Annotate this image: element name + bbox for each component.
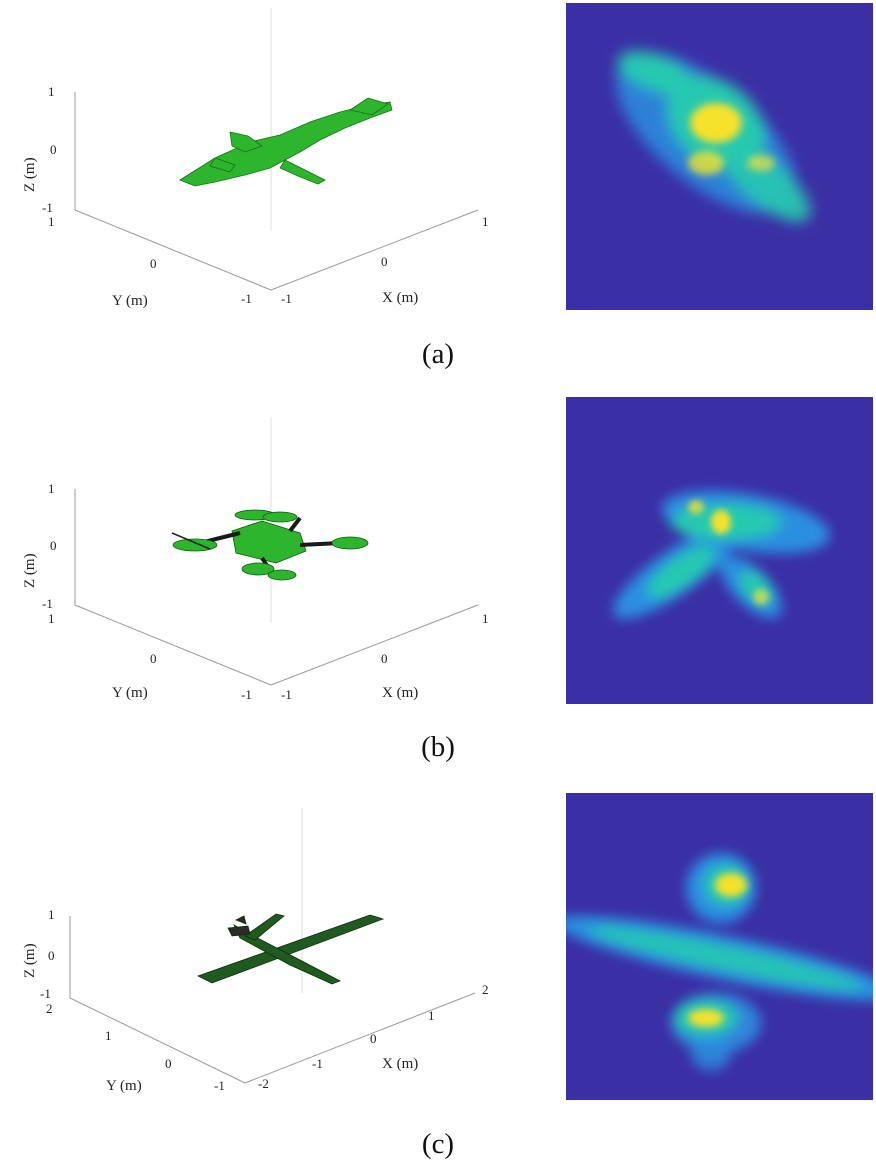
z-axis-label: Z (m) <box>22 943 38 978</box>
radar-image-c-svg <box>566 793 873 1100</box>
x-axis-label: X (m) <box>382 685 418 701</box>
z-axis-label: Z (m) <box>22 553 38 588</box>
x-tick-0: 0 <box>381 651 388 666</box>
x-axis-line <box>270 604 479 686</box>
caption-a: (a) <box>421 338 455 370</box>
x-axis-label: X (m) <box>382 290 418 306</box>
x-tick-neg1: -1 <box>312 1056 323 1071</box>
z-tick-mid: 0 <box>50 538 57 553</box>
radar-image-c <box>566 793 873 1100</box>
x-tick-0: 0 <box>370 1031 377 1046</box>
z-tick-bottom: -1 <box>40 986 51 1001</box>
caption-b: (b) <box>421 731 455 763</box>
caption-c: (c) <box>421 1128 455 1160</box>
bird-model <box>179 97 393 187</box>
z-axis-label: Z (m) <box>22 157 38 192</box>
radar-image-a-svg <box>566 3 873 310</box>
y-axis-line <box>69 997 246 1084</box>
z-tick-mid: 0 <box>50 142 57 157</box>
plot3d-a: 1 0 -1 Z (m) 1 0 -1 Y (m) -1 0 1 X (m) <box>0 0 520 330</box>
x-axis-line <box>270 209 479 291</box>
z-tick-top: 1 <box>48 481 55 496</box>
radar-image-a <box>566 3 873 310</box>
x-axis-line <box>244 992 476 1084</box>
z-tick-bottom: -1 <box>42 596 53 611</box>
x-axis-label: X (m) <box>382 1056 418 1072</box>
y-tick-0: 0 <box>150 256 157 271</box>
y-axis-line <box>74 209 272 291</box>
x-tick-neg1: -1 <box>281 291 292 306</box>
z-tick-top: 1 <box>48 907 55 922</box>
plot3d-b: 1 0 -1 Z (m) 1 0 -1 Y (m) -1 0 1 X (m) <box>0 393 520 723</box>
x-tick-neg1: -1 <box>281 687 292 702</box>
panel-c: 1 0 -1 Z (m) 2 1 0 -1 Y (m) -2 -1 0 1 2 … <box>0 788 876 1170</box>
y-tick-0: 0 <box>150 651 157 666</box>
z-tick-bottom: -1 <box>42 200 53 215</box>
y-axis-line <box>74 604 272 686</box>
panel-b: 1 0 -1 Z (m) 1 0 -1 Y (m) -1 0 1 X (m) <box>0 393 876 778</box>
y-tick-1: 1 <box>48 214 55 229</box>
y-tick-2: 2 <box>46 1001 53 1016</box>
aircraft-model <box>196 913 385 985</box>
x-tick-neg2: -2 <box>258 1076 269 1091</box>
drone-model <box>171 509 369 581</box>
y-axis-label: Y (m) <box>112 685 148 701</box>
x-tick-2: 2 <box>482 982 489 997</box>
z-tick-top: 1 <box>48 84 55 99</box>
y-tick-neg1: -1 <box>214 1078 225 1093</box>
y-tick-1: 1 <box>105 1028 112 1043</box>
panel-a: 1 0 -1 Z (m) 1 0 -1 Y (m) -1 0 1 X (m) <box>0 0 876 385</box>
x-tick-0: 0 <box>381 254 388 269</box>
y-tick-neg1: -1 <box>241 687 252 702</box>
y-tick-neg1: -1 <box>241 291 252 306</box>
plot3d-c: 1 0 -1 Z (m) 2 1 0 -1 Y (m) -2 -1 0 1 2 … <box>0 788 520 1118</box>
x-tick-1: 1 <box>482 214 489 229</box>
radar-image-b-svg <box>566 397 873 704</box>
y-axis-label: Y (m) <box>112 293 148 309</box>
radar-image-b <box>566 397 873 704</box>
z-tick-mid: 0 <box>48 948 55 963</box>
y-tick-1: 1 <box>48 611 55 626</box>
plot3d-c-svg: 1 0 -1 Z (m) 2 1 0 -1 Y (m) -2 -1 0 1 2 … <box>22 808 489 1094</box>
plot3d-b-svg: 1 0 -1 Z (m) 1 0 -1 Y (m) -1 0 1 X (m) <box>22 418 489 702</box>
y-tick-0: 0 <box>165 1056 172 1071</box>
y-axis-label: Y (m) <box>106 1078 142 1094</box>
plot3d-a-svg: 1 0 -1 Z (m) 1 0 -1 Y (m) -1 0 1 X (m) <box>22 8 489 309</box>
x-tick-1: 1 <box>428 1008 435 1023</box>
x-tick-1: 1 <box>482 611 489 626</box>
